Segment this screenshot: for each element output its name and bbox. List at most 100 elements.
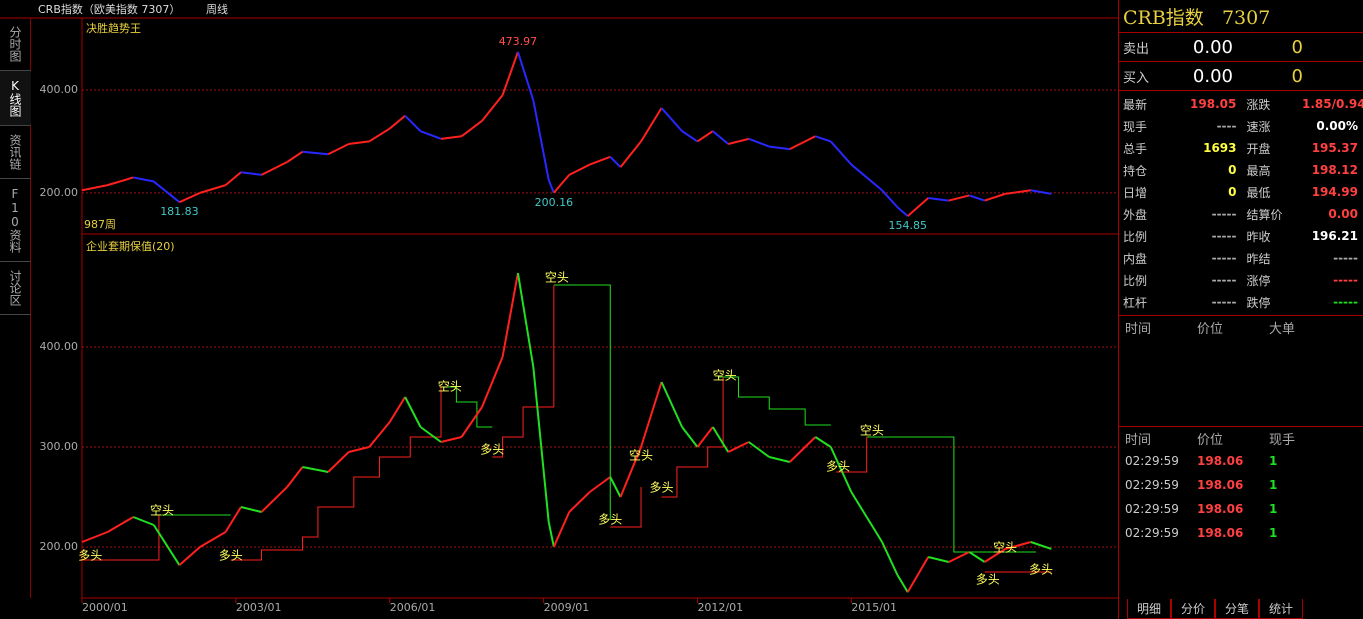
price-segment [368,421,391,448]
quote-row: 内盘 ----- 昨结 ----- [1119,247,1363,269]
price-segment [440,436,462,443]
price-segment [866,176,883,192]
header-title: CRB指数（欧美指数 7307） [38,2,180,16]
quote-value: 0 [1228,163,1237,177]
price-segment [224,506,242,533]
stop-line [153,284,1036,553]
bottom-tab[interactable]: 统计 [1259,599,1304,619]
trade-cell: 02:29:59 [1125,478,1179,492]
price-segment [532,366,550,523]
x-tick-label: 2012/01 [697,601,743,614]
price-segment [547,179,555,194]
side-tab[interactable]: F10资料 [0,179,31,262]
quote-label: 总手 [1123,141,1148,156]
book-row: 卖出 0.00 0 [1119,33,1363,62]
price-segment [107,176,134,187]
column-header: 价位 [1197,321,1224,337]
column-header: 大单 [1269,321,1296,337]
bottom-tab[interactable]: 分笔 [1215,599,1260,619]
quote-label: 开盘 [1246,141,1271,156]
trade-cell: 1 [1269,478,1278,492]
price-segment [1005,189,1031,195]
quote-label: 持仓 [1123,163,1148,178]
trade-cell: 1 [1269,526,1278,540]
quote-label: 外盘 [1123,207,1148,222]
price-segment [302,466,329,473]
quote-label: 最低 [1246,185,1271,200]
quote-label: 结算价 [1246,207,1283,222]
quote-row: 比例 ----- 昨收 196.21 [1119,225,1363,247]
quote-title: CRB指数 7307 [1119,0,1363,33]
x-tick-label: 2003/01 [236,601,282,614]
price-segment [711,426,730,453]
side-tab[interactable]: K线图 [0,71,31,126]
price-segment [660,107,683,132]
price-segment [199,184,226,194]
quote-value: ----- [1211,251,1237,265]
price-segment [460,120,483,138]
price-segment [440,135,462,140]
quote-label: 昨结 [1246,251,1271,266]
period[interactable]: 周线 [206,2,228,16]
quote-value: ----- [1333,295,1358,309]
order-book: 卖出 0.00 0 买入 0.00 0 [1119,33,1363,91]
price-segment [748,137,770,148]
price-segment [609,156,622,168]
quote-label: 比例 [1123,229,1148,244]
price-segment [881,541,899,576]
price-annotation: 200.16 [535,196,574,209]
quote-value: ----- [1211,273,1237,287]
signal-label: 空头 [438,380,462,394]
price-segment [896,574,909,593]
price-segment [286,466,304,488]
quote-value: 1.85/0.94% [1302,97,1363,111]
price-segment [516,272,535,368]
price-segment [696,130,714,143]
price-segment [769,456,790,463]
price-segment [589,155,611,166]
quote-label: 最新 [1123,97,1148,112]
quote-value: ----- [1211,229,1237,243]
signal-label: 空头 [629,449,653,463]
book-volume: 0 [1291,36,1303,58]
chart-area: CRB指数（欧美指数 7307） 周线 决胜趋势王 987周 200.00 400.0… [0,0,1118,614]
quote-label: 最高 [1246,163,1271,178]
price-segment [516,51,535,101]
price-segment [727,137,749,145]
trade-cell: 02:29:59 [1125,454,1179,468]
price-segment [769,145,790,151]
price-segment [568,491,591,513]
price-segment [553,174,570,194]
price-segment [568,163,591,176]
quote-value: ----- [1211,207,1237,221]
signal-label: 多头 [219,549,243,563]
side-tab[interactable]: 资讯链 [0,126,31,179]
x-tick-label: 2000/01 [82,601,128,614]
trade-row: 02:29:59 198.06 1 [1119,497,1363,521]
quote-row: 持仓 0 最高 198.12 [1119,159,1363,181]
side-tab[interactable]: 讨论区 [0,262,31,315]
price-segment [928,197,949,202]
quote-label: 速涨 [1246,119,1271,134]
signal-label: 空头 [860,424,884,438]
signal-label: 空头 [993,541,1017,555]
price-segment [132,516,155,526]
side-tab[interactable]: 分时图 [0,18,31,71]
price-segment [968,551,986,563]
price-segment [850,491,868,518]
bottom-tab[interactable]: 分价 [1171,599,1216,619]
price-segment [302,150,329,156]
price-segment [481,94,504,122]
price-segment [984,192,1006,202]
quote-label: 日增 [1123,185,1148,200]
signal-label: 多头 [1029,563,1053,577]
price-segment [389,114,406,130]
price-segment [619,446,642,498]
quote-row: 总手 1693 开盘 195.37 [1119,137,1363,159]
y-tick-label: 400.00 [40,340,79,353]
column-header: 现手 [1269,432,1296,448]
bottom-tab[interactable]: 明细 [1127,599,1172,619]
quote-value: 196.21 [1311,229,1358,243]
signal-label: 空头 [713,369,737,383]
price-segment [348,140,370,145]
